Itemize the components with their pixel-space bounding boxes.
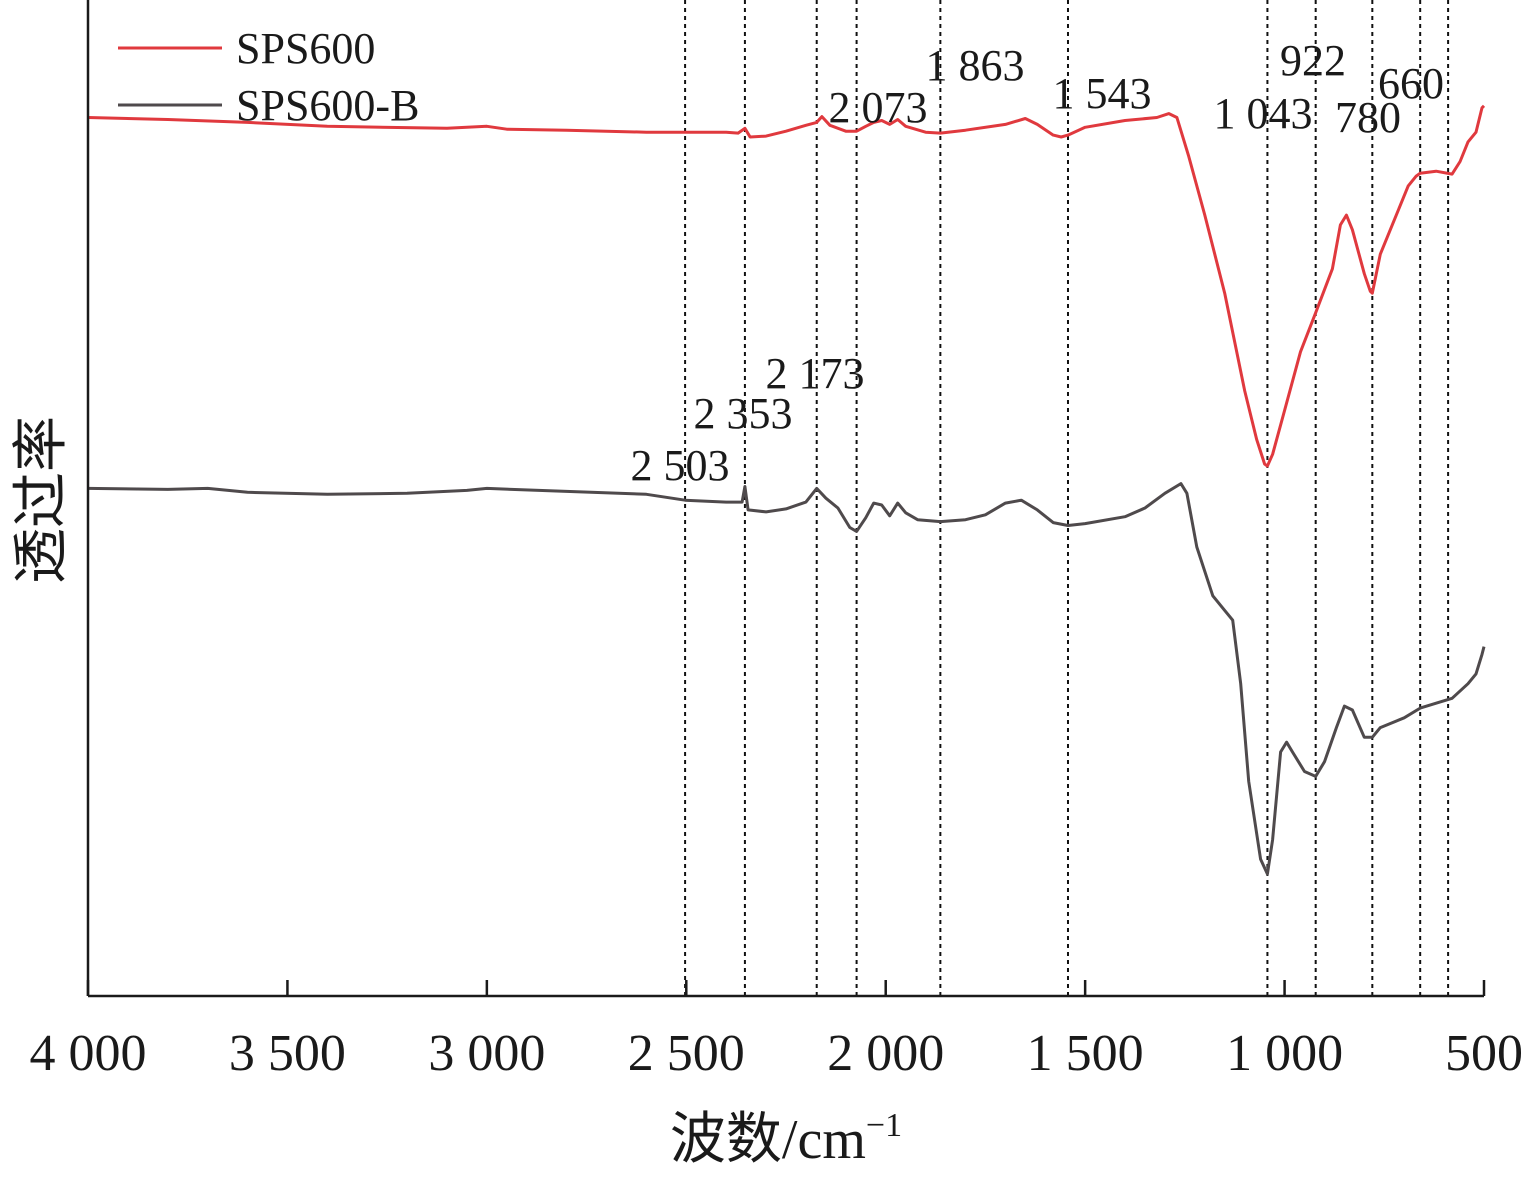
x-tick-label: 2 500 bbox=[628, 1025, 745, 1082]
peak-label: 1 863 bbox=[926, 41, 1025, 90]
legend: SPS600 SPS600-B bbox=[118, 24, 419, 130]
x-tick-label: 2 000 bbox=[827, 1025, 944, 1082]
peak-label: 660 bbox=[1378, 59, 1444, 108]
x-tick-label: 1 000 bbox=[1226, 1025, 1343, 1082]
peak-label: 922 bbox=[1280, 36, 1346, 85]
peak-label: 1 043 bbox=[1214, 89, 1313, 138]
x-tick-label: 4 000 bbox=[30, 1025, 147, 1082]
y-axis-title: 透过率 bbox=[11, 416, 73, 584]
series-line-sps600-b bbox=[87, 482, 1486, 876]
axes bbox=[86, 0, 1484, 998]
peak-label: 2 353 bbox=[694, 389, 793, 438]
x-axis-title: 波数/cm−1 bbox=[670, 1107, 902, 1171]
x-tick-label: 3 500 bbox=[229, 1025, 346, 1082]
x-tick-label: 3 000 bbox=[428, 1025, 545, 1082]
x-axis-title-superscript: −1 bbox=[866, 1107, 902, 1144]
peak-label: 2 503 bbox=[631, 441, 730, 490]
peak-label: 2 073 bbox=[829, 83, 928, 132]
series-line-sps600 bbox=[87, 104, 1486, 468]
x-ticks: 4 000 3 500 3 000 2 500 2 000 1 500 1 000 500 bbox=[30, 980, 1523, 1082]
x-tick-label: 1 500 bbox=[1027, 1025, 1144, 1082]
legend-label-sps600-b: SPS600-B bbox=[236, 81, 419, 130]
x-tick-label: 500 bbox=[1445, 1025, 1523, 1082]
series-lines bbox=[87, 104, 1486, 876]
peak-label: 780 bbox=[1335, 93, 1401, 142]
peak-label: 1 543 bbox=[1053, 69, 1152, 118]
peak-label: 2 173 bbox=[766, 349, 865, 398]
reference-lines bbox=[684, 0, 1450, 996]
legend-label-sps600: SPS600 bbox=[236, 24, 375, 73]
